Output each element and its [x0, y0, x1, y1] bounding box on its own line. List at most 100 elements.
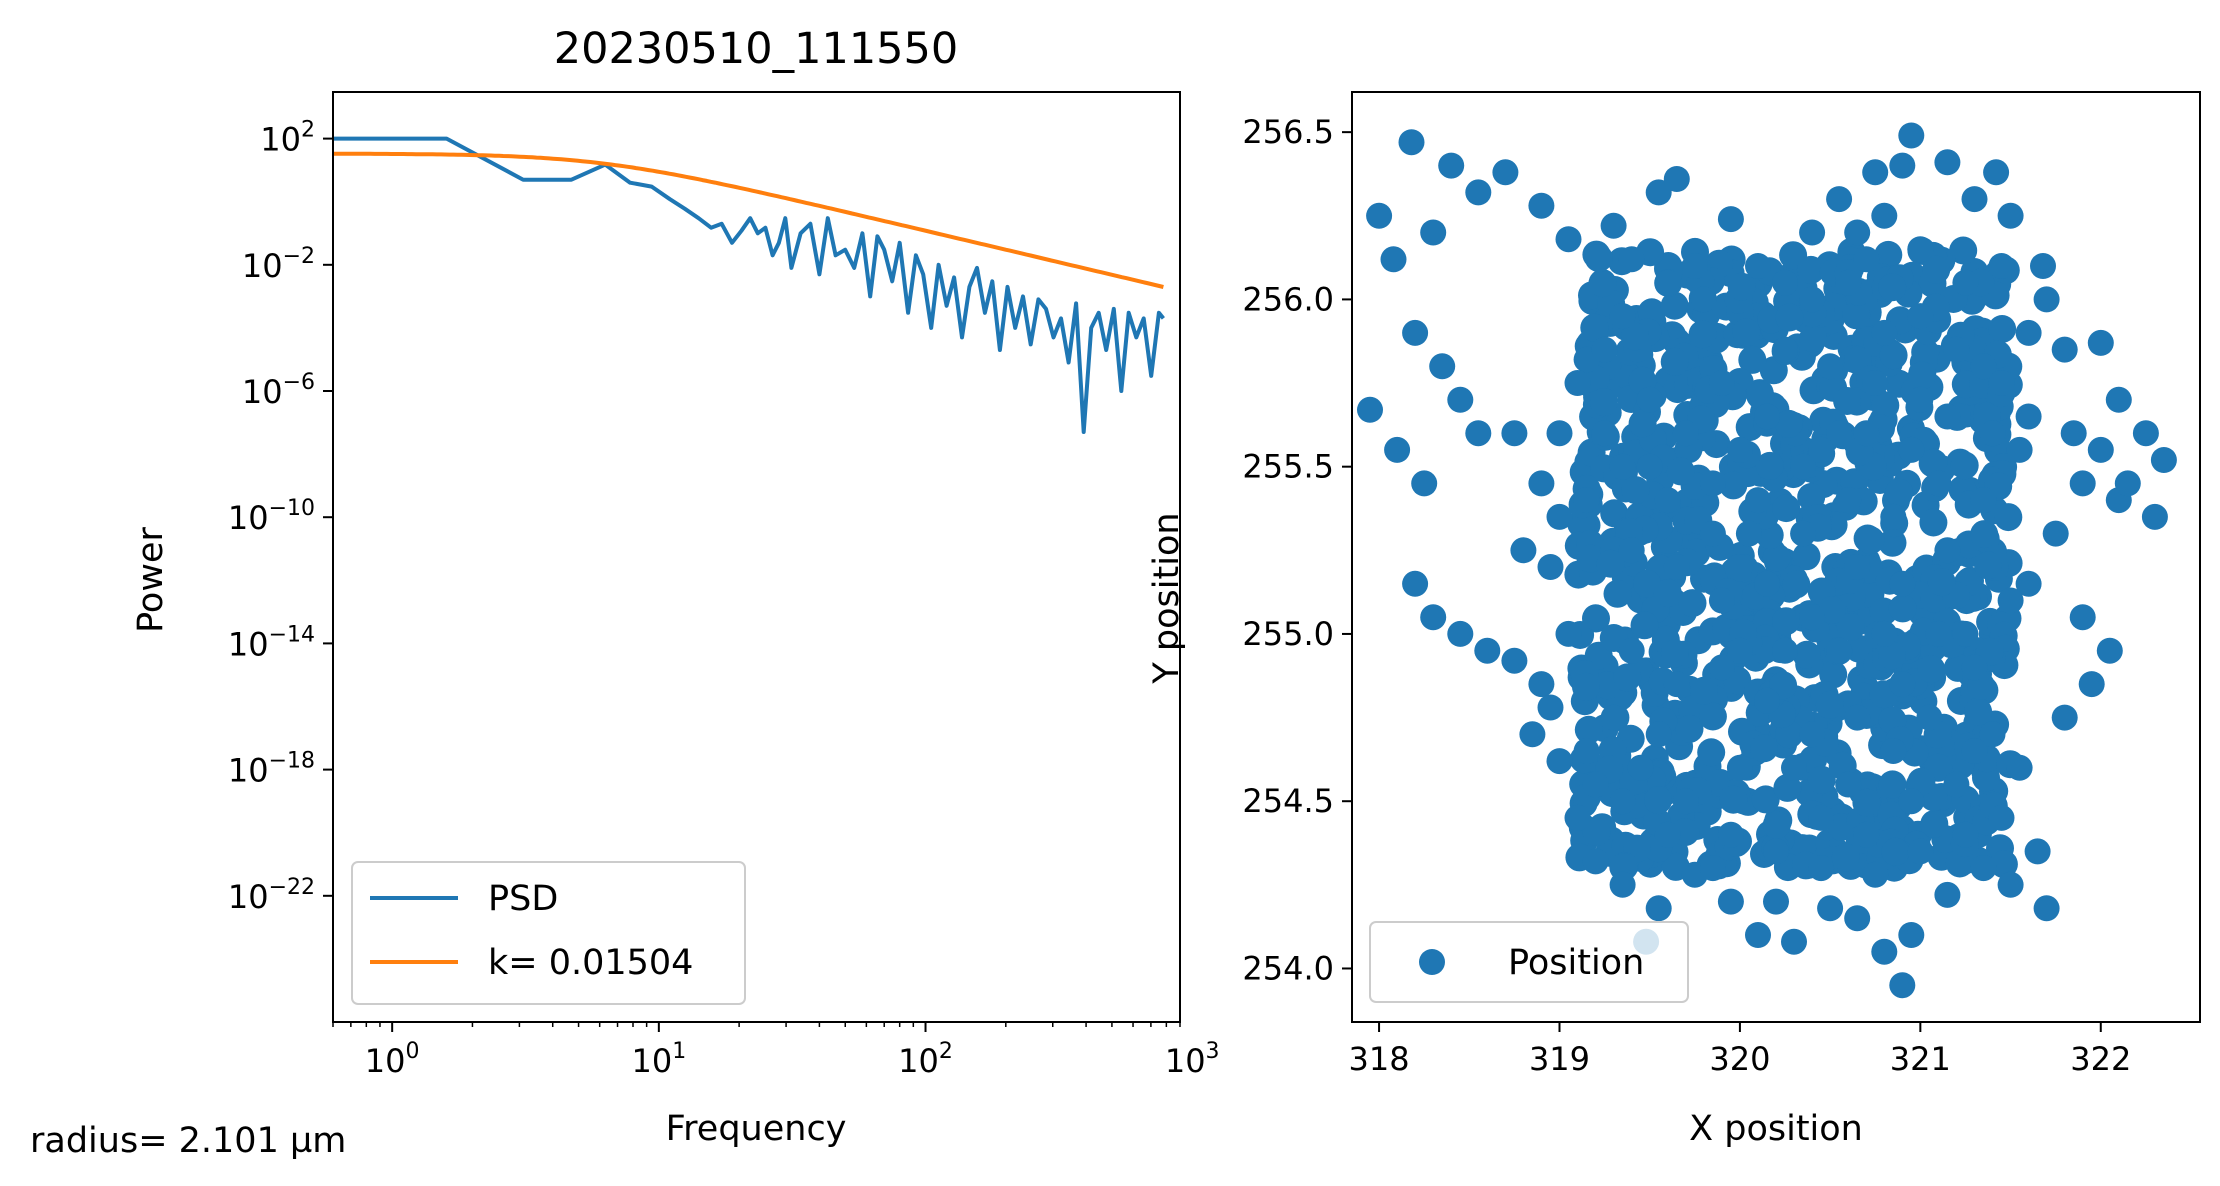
position-point — [1689, 676, 1718, 705]
psd-x-axis-label: Frequency — [666, 1109, 847, 1149]
position-point — [1988, 253, 2015, 279]
position-point — [2141, 503, 2168, 530]
psd-y-tick-label: 10−10 — [228, 496, 315, 537]
position-point — [1630, 611, 1659, 640]
position-point — [1889, 972, 1916, 999]
position-point — [1681, 253, 1708, 279]
position-point — [1943, 771, 1970, 798]
position-point — [1970, 487, 1997, 514]
position-point — [1654, 821, 1681, 848]
radius-footnote: radius= 2.101 µm — [30, 1121, 346, 1161]
position-point — [1952, 821, 1979, 848]
position-y-axis-label: Y position — [1147, 512, 1187, 684]
position-point — [1708, 587, 1735, 614]
position-point — [1690, 286, 1717, 313]
position-point — [1738, 345, 1767, 374]
position-legend-box — [1369, 921, 1689, 1003]
position-point — [1537, 554, 1564, 580]
position-point — [1871, 391, 1900, 420]
position-point — [1817, 353, 1844, 380]
position-point — [1621, 476, 1650, 505]
position-point — [1808, 855, 1835, 882]
position-point — [1844, 219, 1871, 246]
position-point — [1934, 537, 1961, 564]
position-point — [1997, 587, 2024, 614]
position-point — [1519, 721, 1546, 748]
position-point — [1546, 420, 1573, 447]
position-point — [2069, 470, 2096, 497]
position-point — [1609, 871, 1636, 898]
position-point — [2015, 319, 2042, 346]
position-point — [1663, 554, 1690, 580]
position-point — [1745, 487, 1771, 514]
position-point — [1927, 568, 1956, 597]
psd-x-ticks: 100 101 102 103 — [332, 1022, 1220, 1080]
position-point — [1988, 804, 2015, 831]
position-point — [1853, 246, 1880, 273]
position-point — [1988, 370, 2015, 396]
position-point — [1717, 888, 1744, 915]
position-point — [1660, 291, 1689, 320]
position-legend: Position — [1369, 921, 1689, 1003]
position-point — [1609, 453, 1636, 480]
position-point — [1660, 347, 1689, 376]
position-point — [1663, 166, 1690, 192]
position-point — [1564, 804, 1591, 831]
position-point — [1862, 861, 1889, 888]
position-point — [1380, 246, 1407, 273]
position-point — [1925, 470, 1952, 497]
position-point — [1773, 773, 1802, 802]
position-point — [1907, 838, 1934, 865]
position-point — [1660, 639, 1689, 668]
position-point — [1898, 788, 1925, 815]
position-point — [1934, 149, 1961, 176]
position-point — [2006, 754, 2033, 781]
position-x-ticks: 318 319 320 321 322 — [1349, 1022, 2131, 1078]
position-y-tick-label: 254.0 — [1242, 949, 1334, 987]
position-point — [1878, 273, 1907, 302]
position-point — [1878, 770, 1907, 799]
position-point — [1746, 381, 1775, 410]
position-point — [1943, 336, 1970, 363]
position-point — [1645, 721, 1672, 748]
position-point — [1790, 453, 1817, 480]
position-point — [1826, 186, 1853, 213]
psd-y-tick-label: 10−22 — [228, 875, 315, 916]
position-point — [1808, 436, 1835, 463]
position-point — [2051, 336, 2078, 363]
position-point — [1675, 714, 1704, 743]
position-point — [1799, 324, 1828, 353]
position-point — [1799, 286, 1826, 313]
position-point — [1853, 420, 1880, 447]
position-point — [1645, 895, 1672, 922]
position-point — [2033, 286, 2060, 313]
position-point — [1582, 848, 1609, 875]
position-point — [1573, 738, 1600, 764]
position-point — [1916, 704, 1943, 731]
position-point — [1724, 554, 1753, 582]
position-point — [1645, 179, 1672, 206]
position-point — [1366, 202, 1393, 229]
position-point — [2105, 386, 2132, 413]
position-point — [1465, 420, 1492, 447]
position-point — [1750, 734, 1778, 763]
position-point — [1447, 620, 1474, 647]
position-x-tick-label: 321 — [1890, 1040, 1951, 1078]
position-point — [2096, 637, 2123, 664]
position-point — [1988, 315, 2017, 343]
position-point — [1609, 788, 1636, 815]
position-point — [1970, 855, 1997, 882]
position-point — [1357, 396, 1383, 423]
position-point — [1994, 503, 2023, 532]
position-point — [1618, 246, 1645, 273]
position-y-tick-label: 255.0 — [1242, 615, 1334, 653]
position-point — [1898, 922, 1925, 948]
position-point — [1772, 607, 1800, 636]
position-point — [1574, 715, 1603, 744]
position-point — [1719, 471, 1748, 500]
psd-panel: 20230510_111550 100 101 102 103 102 10−2 10−6… — [131, 24, 1220, 1149]
position-point — [1582, 818, 1611, 846]
position-y-tick-label: 254.5 — [1242, 782, 1334, 820]
psd-axes-frame — [332, 91, 1181, 1023]
position-point — [1799, 219, 1826, 246]
